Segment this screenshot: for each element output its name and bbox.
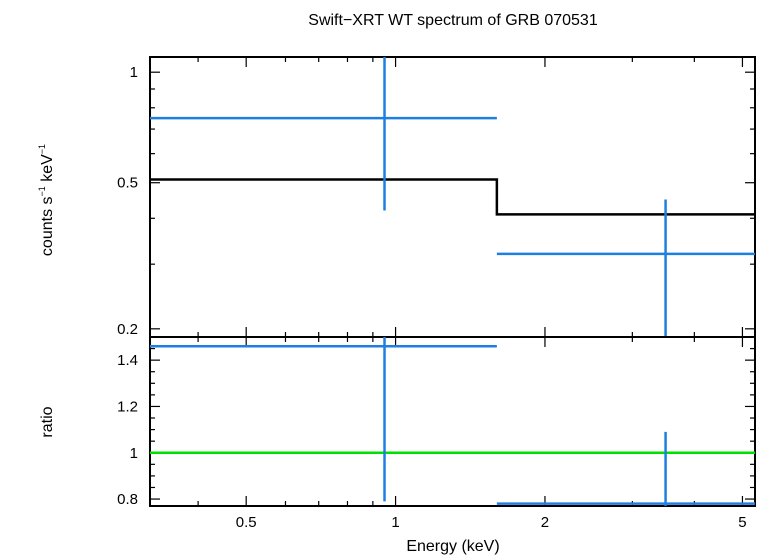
- spectrum-panel: 0.2 0.5 1: [117, 56, 756, 338]
- y-tick-label: 1: [130, 445, 138, 462]
- x-tick-label: 1: [391, 514, 399, 531]
- y-tick-label: 1.2: [117, 398, 138, 415]
- x-tick-label: 5: [738, 514, 746, 531]
- ratio-panel: 0.8 1 1.2 1.4: [117, 336, 756, 508]
- x-tick-label: 2: [541, 514, 549, 531]
- chart-title: Swift−XRT WT spectrum of GRB 070531: [308, 12, 598, 29]
- y-tick-label: 1.4: [117, 352, 138, 369]
- y-axis-title-part-a: counts s: [39, 196, 56, 256]
- plot-frame: [149, 56, 756, 338]
- model-line: [150, 178, 755, 216]
- y-tick-label: 1: [130, 64, 138, 81]
- y-axis-title-part-b: keV: [39, 154, 56, 186]
- y-axis-title-spectrum: counts s−1 keV−1: [37, 144, 56, 256]
- x-tick-labels: 0.5 1 2 5: [236, 514, 747, 531]
- y-tick-label: 0.2: [117, 321, 138, 338]
- x-axis-title: Energy (keV): [406, 538, 499, 555]
- y-axis-title-sup-2: −1: [37, 144, 47, 154]
- x-tick-label: 0.5: [236, 514, 257, 531]
- y-tick-label: 0.5: [117, 175, 138, 192]
- y-axis-title-sup-1: −1: [37, 186, 47, 196]
- y-axis-title-ratio: ratio: [39, 406, 56, 437]
- y-tick-label: 0.8: [117, 491, 138, 508]
- plot-frame: [149, 336, 756, 507]
